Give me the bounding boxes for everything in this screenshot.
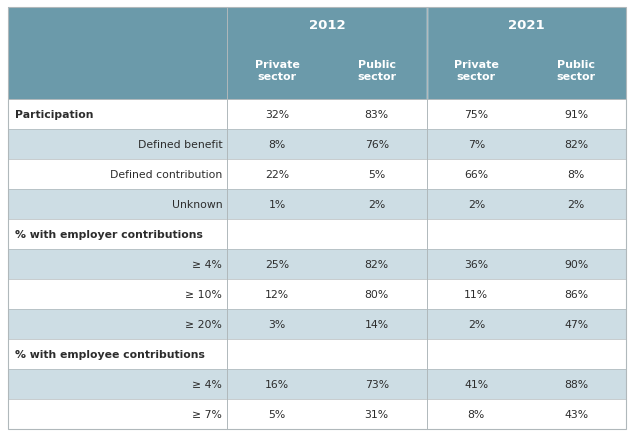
Text: % with employer contributions: % with employer contributions (15, 229, 202, 239)
Text: 82%: 82% (564, 139, 588, 149)
Bar (8, 249, 626, 279)
Text: ≥ 4%: ≥ 4% (192, 259, 223, 269)
Text: 8%: 8% (268, 139, 286, 149)
Bar (8, 129, 626, 159)
Text: 16%: 16% (265, 379, 289, 389)
Text: 3%: 3% (268, 319, 286, 329)
Text: Public
sector: Public sector (557, 60, 596, 82)
Text: 14%: 14% (365, 319, 389, 329)
Text: 2012: 2012 (309, 19, 346, 32)
Text: 82%: 82% (365, 259, 389, 269)
Text: 25%: 25% (265, 259, 289, 269)
Bar (8, 399, 626, 429)
Text: Participation: Participation (15, 109, 93, 119)
Text: ≥ 20%: ≥ 20% (185, 319, 223, 329)
Text: Defined benefit: Defined benefit (138, 139, 223, 149)
Text: 47%: 47% (564, 319, 588, 329)
Text: 5%: 5% (268, 409, 286, 419)
Text: 2%: 2% (567, 199, 585, 209)
Text: Private
sector: Private sector (255, 60, 299, 82)
Text: 41%: 41% (464, 379, 488, 389)
Bar (8, 309, 626, 339)
Bar (8, 219, 626, 249)
Bar (8, 8, 626, 99)
Text: 36%: 36% (464, 259, 488, 269)
Text: 7%: 7% (468, 139, 485, 149)
Text: Unknown: Unknown (172, 199, 223, 209)
Text: 2%: 2% (468, 199, 485, 209)
Text: 8%: 8% (468, 409, 485, 419)
Text: 22%: 22% (265, 169, 289, 179)
Text: 12%: 12% (265, 289, 289, 299)
Text: ≥ 4%: ≥ 4% (192, 379, 223, 389)
Text: 32%: 32% (265, 109, 289, 119)
Text: 2021: 2021 (508, 19, 545, 32)
Text: 91%: 91% (564, 109, 588, 119)
Text: 11%: 11% (464, 289, 488, 299)
Text: ≥ 7%: ≥ 7% (192, 409, 223, 419)
Text: 80%: 80% (365, 289, 389, 299)
Text: 90%: 90% (564, 259, 588, 269)
Text: 2%: 2% (468, 319, 485, 329)
Text: 76%: 76% (365, 139, 389, 149)
Bar (8, 189, 626, 219)
Text: Private
sector: Private sector (454, 60, 499, 82)
Text: 86%: 86% (564, 289, 588, 299)
Text: 43%: 43% (564, 409, 588, 419)
Text: Defined contribution: Defined contribution (110, 169, 223, 179)
Text: 66%: 66% (464, 169, 488, 179)
Bar (8, 279, 626, 309)
Text: 83%: 83% (365, 109, 389, 119)
Bar (8, 159, 626, 189)
Bar (8, 339, 626, 369)
Text: 88%: 88% (564, 379, 588, 389)
Text: 75%: 75% (464, 109, 488, 119)
Text: Public
sector: Public sector (357, 60, 396, 82)
Text: 2%: 2% (368, 199, 385, 209)
Text: 5%: 5% (368, 169, 385, 179)
Bar (8, 99, 626, 129)
Text: 8%: 8% (567, 169, 585, 179)
Text: % with employee contributions: % with employee contributions (15, 349, 205, 359)
Text: ≥ 10%: ≥ 10% (185, 289, 223, 299)
Bar (8, 369, 626, 399)
Text: 31%: 31% (365, 409, 389, 419)
Text: 1%: 1% (268, 199, 286, 209)
Text: 73%: 73% (365, 379, 389, 389)
